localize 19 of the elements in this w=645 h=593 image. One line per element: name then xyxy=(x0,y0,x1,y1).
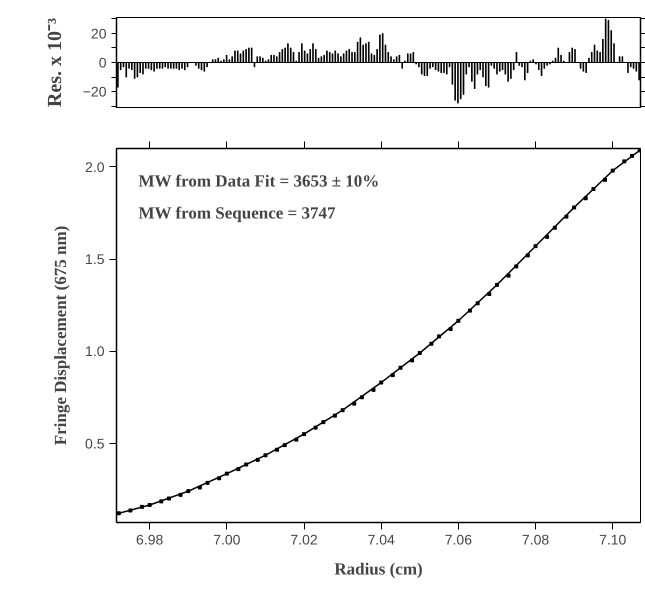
x-tick-label: 7.04 xyxy=(368,532,396,548)
annotation: MW from Sequence = 3747 xyxy=(138,204,336,222)
y-tick-label: 0.5 xyxy=(85,435,105,452)
x-tick-label: 7.00 xyxy=(213,532,241,548)
x-axis-title: Radius (cm) xyxy=(334,560,423,578)
y-tick-label: 1.0 xyxy=(85,343,105,360)
x-tick-label: 7.02 xyxy=(290,532,318,548)
y-axis-title: Res. x 10⁻³ xyxy=(44,18,66,108)
annotation: MW from Data Fit = 3653 ± 10% xyxy=(138,172,380,190)
y-tick-label: 1.5 xyxy=(85,251,105,268)
y-axis-title: Fringe Displacement (675 nm) xyxy=(51,226,70,446)
y-tick-label: 20 xyxy=(90,25,107,42)
y-tick-label: −20 xyxy=(82,84,107,100)
y-tick-label: 0 xyxy=(98,54,107,70)
x-tick-label: 7.06 xyxy=(444,532,472,548)
x-tick-label: 6.98 xyxy=(136,532,164,548)
y-tick-label: 2.0 xyxy=(85,158,105,175)
x-tick-label: 7.10 xyxy=(599,532,627,548)
x-tick-label: 7.08 xyxy=(522,532,550,548)
